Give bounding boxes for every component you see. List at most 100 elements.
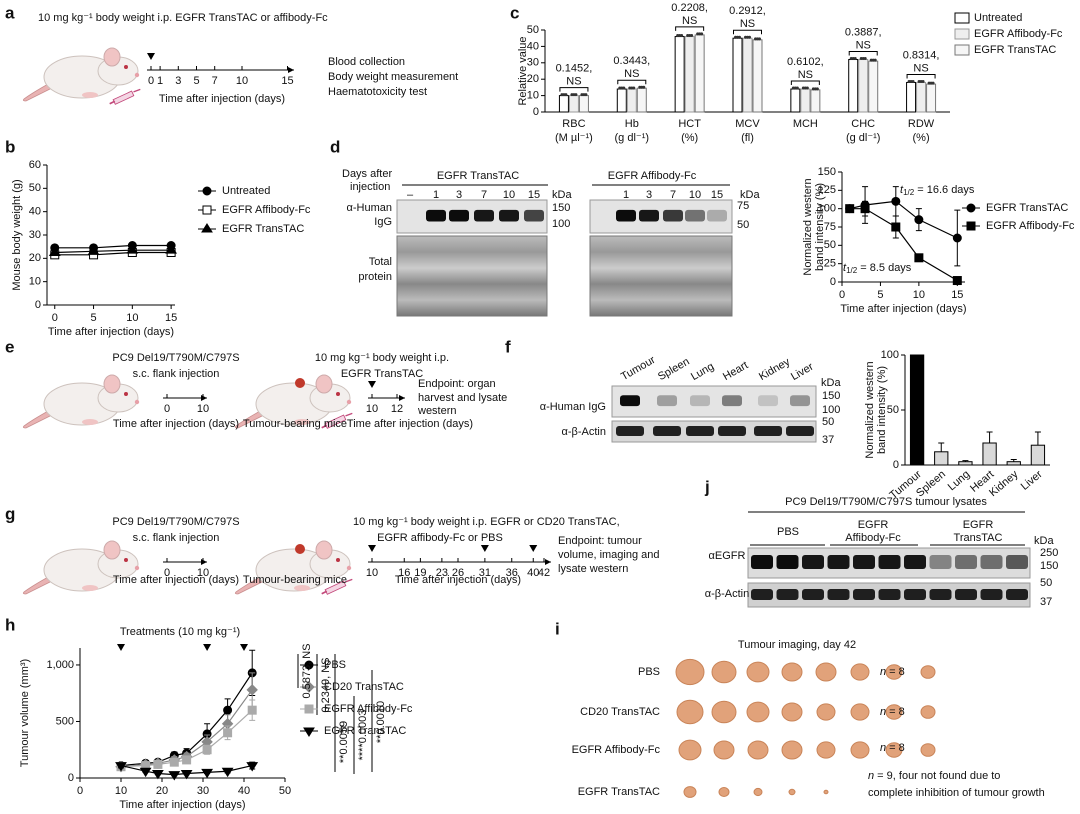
- label: TransTAC: [954, 532, 1003, 544]
- marker: [891, 222, 901, 232]
- gel-band: [929, 589, 952, 600]
- x-tick-label: 10: [126, 312, 138, 324]
- gel-band: [616, 426, 644, 436]
- label: α-Human IgG: [540, 401, 606, 413]
- tumour-image: [746, 701, 770, 723]
- half-life-t: t: [843, 262, 847, 274]
- marker: [246, 762, 259, 772]
- label: PBS: [638, 666, 660, 678]
- panel-letter: f: [505, 337, 511, 356]
- tumour-image: [781, 702, 803, 722]
- bar-point: [873, 58, 877, 62]
- marker: [914, 253, 924, 263]
- bar: [958, 461, 973, 466]
- bar: [752, 39, 763, 113]
- label: 1: [623, 189, 629, 201]
- gel-band: [663, 209, 683, 222]
- bar-point: [748, 35, 751, 39]
- label: Spleen: [656, 356, 692, 384]
- marker: [952, 233, 962, 243]
- label: 10: [689, 189, 701, 201]
- panel-letter: e: [5, 337, 14, 356]
- label: western: [417, 405, 457, 417]
- n-label: n = 8: [880, 706, 905, 718]
- label: 1: [433, 189, 439, 201]
- timeline-tick-label: 10: [366, 403, 378, 415]
- label: kDa: [740, 189, 760, 201]
- y-tick-label: 30: [29, 229, 41, 241]
- bar-point: [738, 35, 741, 39]
- marker: [891, 196, 901, 206]
- gel-band: [776, 589, 799, 600]
- bar: [916, 81, 927, 113]
- legend-swatch: [954, 12, 970, 24]
- marker: [966, 221, 976, 231]
- label: 0.3887,: [845, 26, 882, 38]
- bar-point: [632, 86, 636, 90]
- treatment-marker: [529, 545, 538, 552]
- bar: [674, 36, 685, 113]
- gel-band: [904, 589, 926, 600]
- gel-band: [853, 555, 875, 569]
- n-rest: = 8: [886, 742, 905, 754]
- label: 15: [528, 189, 540, 201]
- gel-band: [751, 555, 773, 569]
- gel-band: [686, 426, 714, 436]
- marker: [168, 771, 181, 781]
- bar: [790, 88, 801, 113]
- label: injection: [350, 181, 390, 193]
- legend-label: EGFR TransTAC: [974, 44, 1056, 56]
- bar: [858, 59, 869, 113]
- label: Time after injection (days): [113, 418, 239, 430]
- label: kDa: [552, 189, 572, 201]
- label: 50: [1040, 577, 1052, 589]
- x-tick-label: 50: [279, 785, 291, 797]
- gel-band: [980, 555, 1003, 569]
- x-tick-label: 10: [115, 785, 127, 797]
- sig-bracket: [848, 51, 878, 56]
- bar-point: [574, 93, 578, 97]
- n-label: n = 8: [880, 666, 905, 678]
- half-life-t: t: [900, 184, 904, 196]
- y-tick-label: 75: [824, 221, 836, 233]
- n-rest: = 8: [886, 706, 905, 718]
- y-tick-label: 60: [29, 159, 41, 171]
- timeline-tick-label: 10: [366, 567, 378, 579]
- y-tick-label: 0: [35, 299, 41, 311]
- gel-band: [690, 395, 710, 407]
- label: EGFR TransTAC: [341, 368, 423, 380]
- gel-band: [802, 555, 824, 569]
- gel: [396, 199, 548, 234]
- x-tick-label: 5: [90, 312, 96, 324]
- half-life-sub: 1/2: [846, 266, 858, 275]
- tumour-image: [850, 741, 870, 759]
- x-tick-label: 5: [877, 289, 883, 301]
- tumour-image: [781, 662, 803, 682]
- x-axis-label: Time after injection (days): [48, 326, 174, 338]
- tumour-image: [815, 662, 837, 682]
- n-symbol: n: [880, 666, 886, 678]
- timeline-tick-label: 26: [452, 567, 464, 579]
- tumour-image: [816, 703, 836, 721]
- gel: [611, 385, 817, 418]
- tumour-image: [885, 742, 903, 758]
- tumour-image: [788, 788, 796, 796]
- bar-point: [622, 86, 626, 90]
- label: 0.1452,: [556, 63, 593, 75]
- timeline-tick-label: 15: [281, 75, 293, 87]
- label: NS: [913, 62, 928, 74]
- marker: [952, 276, 962, 286]
- label: Heart: [721, 359, 750, 383]
- marker: [201, 223, 213, 233]
- marker: [223, 728, 233, 738]
- legend-label: EGFR Affibody-Fc: [324, 703, 413, 715]
- timeline-tick-label: 10: [236, 75, 248, 87]
- treatment-marker: [368, 545, 376, 552]
- tumour-image: [781, 740, 803, 760]
- treatment-marker: [147, 53, 155, 60]
- timeline-tick-label: 23: [436, 567, 448, 579]
- bar: [742, 37, 753, 113]
- y-tick-label: 125: [818, 184, 836, 196]
- label: 10 mg kg⁻¹ body weight i.p. EGFR TransTA…: [38, 12, 328, 24]
